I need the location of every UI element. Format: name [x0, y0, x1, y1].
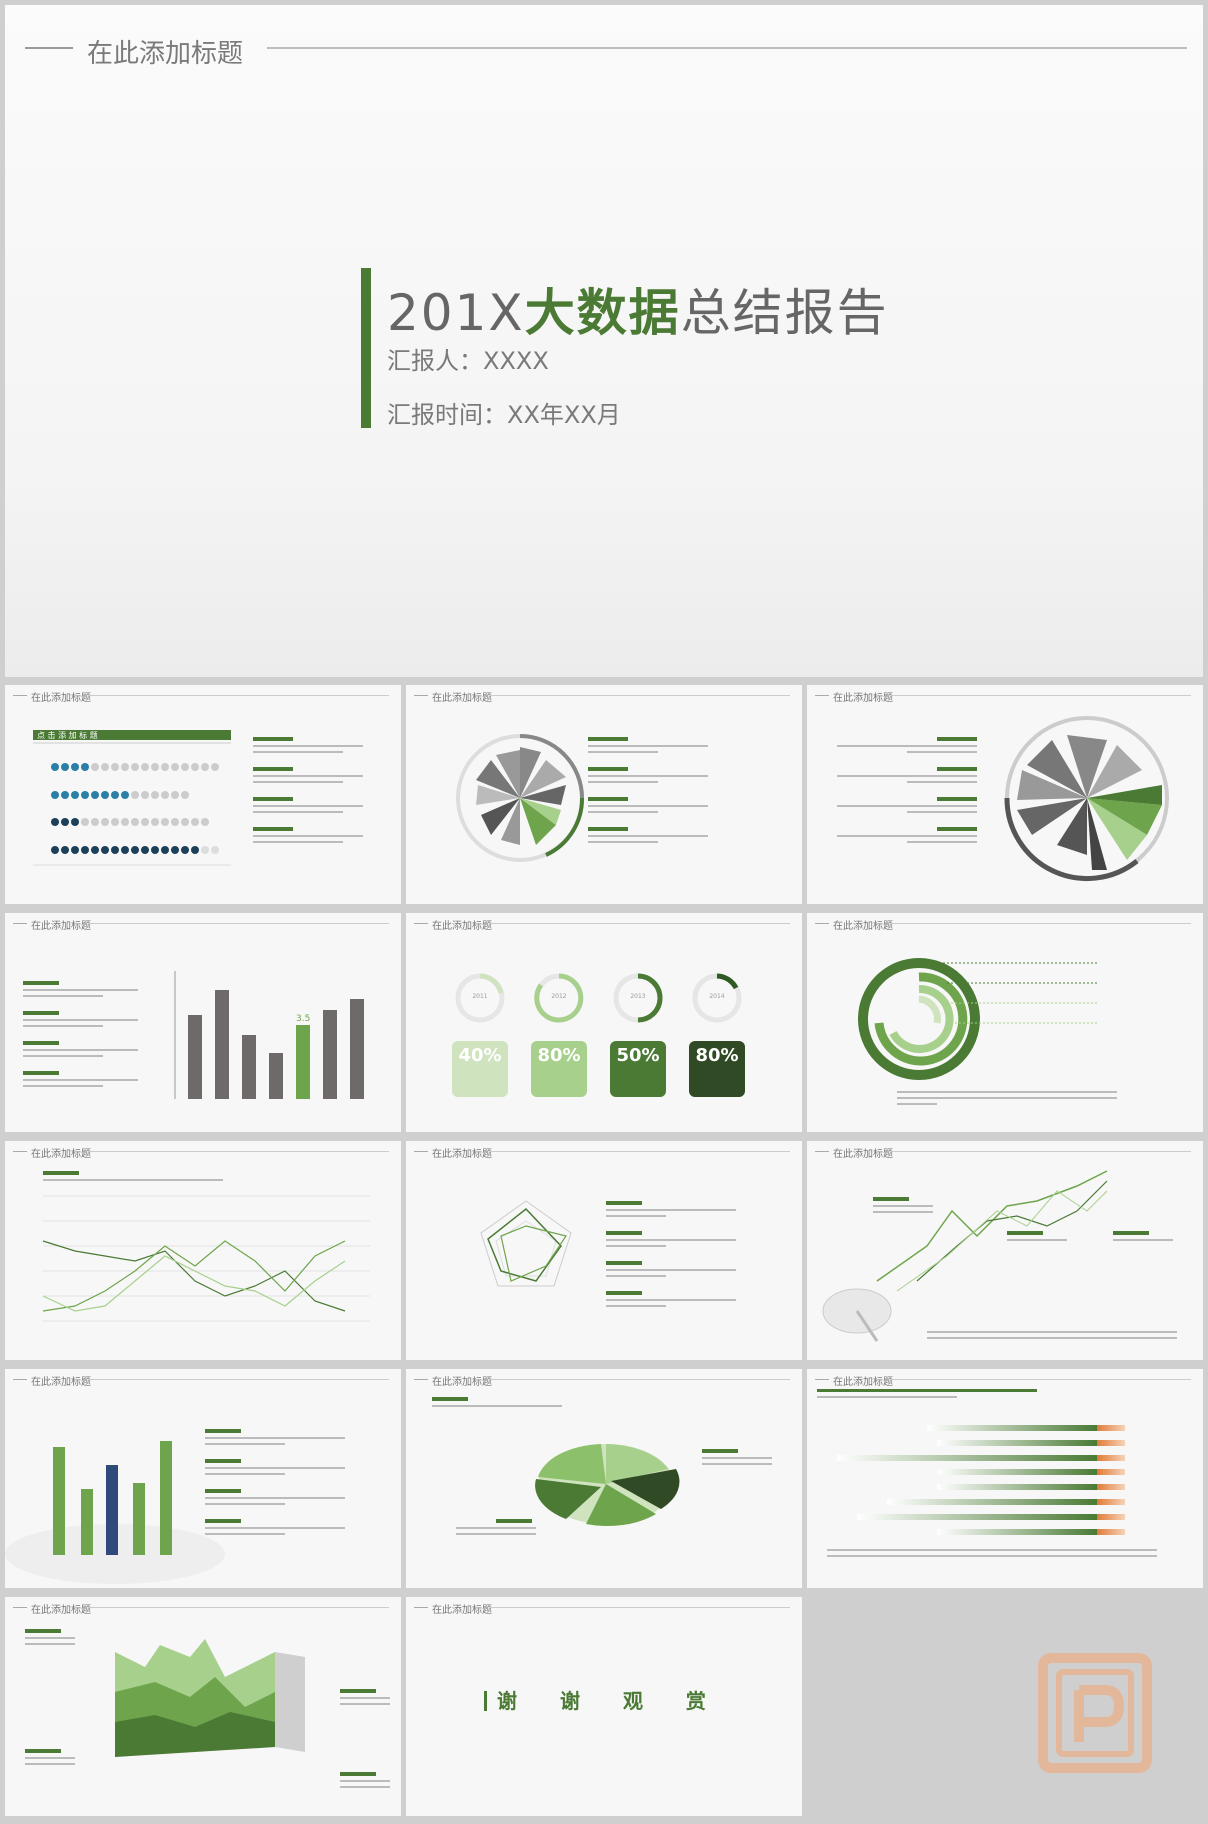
header-rule-right: [267, 47, 1187, 49]
thumb-slide-14[interactable]: 在此添加标题 谢 谢 观 赏: [406, 1597, 802, 1816]
thumb-rule-long: [490, 1151, 790, 1152]
thumb-rule: [13, 923, 27, 924]
pct-value-4: 80%: [695, 1045, 739, 1066]
title-bold: 大数据: [524, 284, 681, 342]
thumb-header: 在此添加标题: [833, 1149, 893, 1160]
pct-card-3: 50%: [610, 1041, 666, 1097]
title-accent-bar: [361, 268, 371, 428]
thumb-slide-7[interactable]: 在此添加标题: [5, 1141, 401, 1360]
thumb-slide-4[interactable]: 在此添加标题 3.5: [5, 913, 401, 1132]
icon-line-chart: [42, 1171, 370, 1322]
thumb-rule: [13, 1607, 27, 1608]
thumb-header: 在此添加标题: [31, 1149, 91, 1160]
thumb-header: 在此添加标题: [31, 921, 91, 932]
thumb-rule: [815, 1379, 829, 1380]
thumb-rule: [414, 923, 428, 924]
donut-year-4: 2014: [709, 993, 725, 1000]
thumb-header: 在此添加标题: [833, 693, 893, 704]
thumb-slide-13[interactable]: 在此添加标题: [5, 1597, 401, 1816]
thumb-rule: [414, 1151, 428, 1152]
cover-title: 201X大数据总结报告: [387, 273, 889, 345]
thumb-slide-10[interactable]: 在此添加标题: [5, 1369, 401, 1588]
thumb-rule-long: [490, 695, 790, 696]
thumb-rule-long: [891, 923, 1191, 924]
pct-card-2: 80%: [531, 1041, 587, 1097]
icon-radial-bars: [858, 957, 1117, 1105]
thumb-rule-long: [490, 1379, 790, 1380]
thumb-rule-long: [490, 923, 790, 924]
thumb-header: 在此添加标题: [432, 921, 492, 932]
thumb-header: 在此添加标题: [432, 1605, 492, 1616]
pct-card-4: 80%: [689, 1041, 745, 1097]
thumb-rule: [13, 1379, 27, 1380]
thumb-slide-6[interactable]: 在此添加标题: [807, 913, 1203, 1132]
icon-rose-chart: [456, 734, 708, 862]
thumb-header: 在此添加标题: [432, 693, 492, 704]
cover-slide[interactable]: 在此添加标题 201X大数据总结报告 汇报人：XXXX 汇报时间：XX年XX月: [5, 5, 1203, 677]
thumb-slide-5[interactable]: 在此添加标题 2011 2012 2013 2014 40% 80% 50% 8…: [406, 913, 802, 1132]
pct-card-1: 40%: [452, 1041, 508, 1097]
icon-donut-rings: [455, 973, 742, 1023]
bar-title-text: 点 击 添 加 标 题: [37, 730, 98, 740]
thumb-rule-long: [89, 1379, 389, 1380]
title-year: 201X: [387, 284, 525, 342]
thumb-rule: [414, 695, 428, 696]
icon-column-chart: 3.5: [23, 971, 364, 1099]
thumb-rule-long: [891, 1151, 1191, 1152]
pct-value-3: 50%: [616, 1045, 660, 1066]
thumb-rule: [414, 1607, 428, 1608]
thumb-rule: [815, 1151, 829, 1152]
thumb-header: 在此添加标题: [432, 1377, 492, 1388]
donut-year-2: 2012: [551, 993, 567, 1000]
thumb-slide-9[interactable]: 在此添加标题: [807, 1141, 1203, 1360]
thumb-rule-long: [891, 695, 1191, 696]
thumb-slide-2[interactable]: 在此添加标题: [406, 685, 802, 904]
icon-rose-chart-large: [837, 716, 1169, 881]
thumb-header: 在此添加标题: [833, 921, 893, 932]
donut-year-3: 2013: [630, 993, 646, 1000]
thumb-rule-long: [89, 695, 389, 696]
thumb-header: 在此添加标题: [432, 1149, 492, 1160]
icon-horizontal-bars: [817, 1389, 1157, 1557]
thumb-header: 在此添加标题: [31, 693, 91, 704]
thumb-header: 在此添加标题: [833, 1377, 893, 1388]
stamp-logo-icon: [1038, 1653, 1152, 1773]
thanks-text: 谢 谢 观 赏: [406, 1685, 802, 1714]
thumb-rule-long: [89, 1151, 389, 1152]
icon-cone-columns: [5, 1429, 345, 1584]
cover-header-title: 在此添加标题: [87, 39, 244, 69]
thumb-header: 在此添加标题: [31, 1605, 91, 1616]
thanks-accent-bar: [484, 1691, 488, 1711]
header-rule-left: [25, 47, 73, 49]
pct-value-1: 40%: [458, 1045, 502, 1066]
thumb-rule-long: [490, 1607, 790, 1608]
thumb-slide-11[interactable]: 在此添加标题: [406, 1369, 802, 1588]
icon-pie-3d: [432, 1397, 772, 1535]
icon-area-chart-3d: [25, 1629, 390, 1788]
thumb-rule-long: [891, 1379, 1191, 1380]
icon-bar-chart: 点 击 添 加 标 题: [33, 730, 363, 866]
thumb-rule: [815, 923, 829, 924]
thumb-rule-long: [89, 923, 389, 924]
thumb-slide-12[interactable]: 在此添加标题: [807, 1369, 1203, 1588]
title-rest: 总结报告: [680, 284, 889, 342]
thumb-slide-1[interactable]: 在此添加标题 点 击 添 加 标 题: [5, 685, 401, 904]
thumb-rule: [815, 695, 829, 696]
thumb-header: 在此添加标题: [31, 1377, 91, 1388]
bar-highlight-label: 3.5: [296, 1014, 310, 1024]
thumb-rule: [13, 695, 27, 696]
report-time: 汇报时间：XX年XX月: [387, 401, 621, 429]
icon-radar-chart: [480, 1200, 736, 1307]
pct-value-2: 80%: [537, 1045, 581, 1066]
reporter: 汇报人：XXXX: [387, 347, 549, 375]
thumb-slide-3[interactable]: 在此添加标题: [807, 685, 1203, 904]
thanks-label: 谢 谢 观 赏: [497, 1689, 724, 1713]
icon-satellite-dish: [822, 1170, 1177, 1342]
thumb-slide-8[interactable]: 在此添加标题: [406, 1141, 802, 1360]
thumb-rule-long: [89, 1607, 389, 1608]
thumb-rule: [414, 1379, 428, 1380]
thumb-rule: [13, 1151, 27, 1152]
donut-year-1: 2011: [472, 993, 488, 1000]
